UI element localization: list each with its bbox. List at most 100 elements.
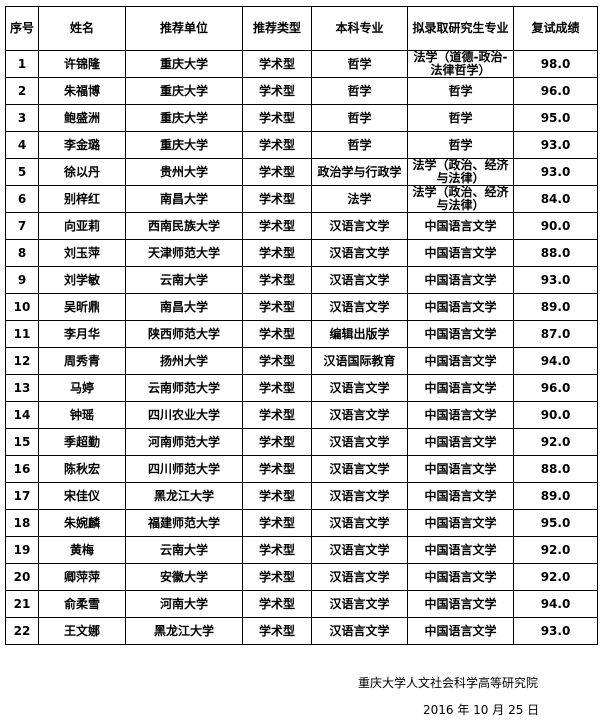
cell-type: 学术型 — [242, 266, 312, 294]
cell-name: 黄梅 — [38, 536, 126, 564]
cell-grad-major: 法学（政治、经济与法律） — [407, 185, 514, 213]
table-row: 21 俞柔雪 河南大学 学术型 汉语言文学 中国语言文学 94.0 — [5, 590, 598, 618]
cell-type: 学术型 — [242, 374, 312, 402]
footer-org: 重庆大学人文社会科学高等研究院 — [358, 676, 539, 690]
table-row: 11 李月华 陕西师范大学 学术型 编辑出版学 中国语言文学 87.0 — [5, 320, 598, 348]
cell-undergrad-major: 汉语言文学 — [311, 509, 408, 537]
cell-undergrad-major: 汉语国际教育 — [311, 347, 408, 375]
cell-undergrad-major: 汉语言文学 — [311, 212, 408, 240]
cell-score: 90.0 — [513, 401, 598, 429]
cell-score: 95.0 — [513, 104, 598, 132]
cell-index: 11 — [5, 320, 39, 348]
table-row: 15 季超勤 河南师范大学 学术型 汉语言文学 中国语言文学 92.0 — [5, 428, 598, 456]
cell-type: 学术型 — [242, 239, 312, 267]
header-score: 复试成绩 — [513, 6, 598, 51]
cell-undergrad-major: 汉语言文学 — [311, 293, 408, 321]
table-row: 13 马婷 云南师范大学 学术型 汉语言文学 中国语言文学 96.0 — [5, 374, 598, 402]
table-row: 5 徐以丹 贵州大学 学术型 政治学与行政学 法学（政治、经济与法律） 93.0 — [5, 158, 598, 186]
cell-score: 95.0 — [513, 509, 598, 537]
cell-name: 王文娜 — [38, 617, 126, 645]
cell-undergrad-major: 哲学 — [311, 50, 408, 78]
table-row: 18 朱婉麟 福建师范大学 学术型 汉语言文学 中国语言文学 95.0 — [5, 509, 598, 537]
table-row: 1 许锦隆 重庆大学 学术型 哲学 法学（道德-政治-法律哲学） 98.0 — [5, 50, 598, 78]
cell-grad-major: 中国语言文学 — [407, 617, 514, 645]
cell-name: 周秀青 — [38, 347, 126, 375]
cell-score: 94.0 — [513, 347, 598, 375]
cell-type: 学术型 — [242, 158, 312, 186]
cell-unit: 天津师范大学 — [125, 239, 243, 267]
cell-score: 92.0 — [513, 536, 598, 564]
cell-undergrad-major: 法学 — [311, 185, 408, 213]
header-index: 序号 — [5, 6, 39, 51]
cell-name: 刘学敏 — [38, 266, 126, 294]
cell-name: 朱福博 — [38, 77, 126, 105]
cell-unit: 南昌大学 — [125, 293, 243, 321]
cell-unit: 重庆大学 — [125, 131, 243, 159]
cell-score: 88.0 — [513, 455, 598, 483]
cell-undergrad-major: 汉语言文学 — [311, 617, 408, 645]
cell-type: 学术型 — [242, 482, 312, 510]
cell-score: 88.0 — [513, 239, 598, 267]
table-row: 17 宋佳仪 黑龙江大学 学术型 汉语言文学 中国语言文学 89.0 — [5, 482, 598, 510]
cell-unit: 云南大学 — [125, 266, 243, 294]
cell-name: 徐以丹 — [38, 158, 126, 186]
cell-type: 学术型 — [242, 536, 312, 564]
cell-undergrad-major: 编辑出版学 — [311, 320, 408, 348]
cell-undergrad-major: 汉语言文学 — [311, 401, 408, 429]
cell-index: 9 — [5, 266, 39, 294]
cell-type: 学术型 — [242, 590, 312, 618]
cell-grad-major: 法学（政治、经济与法律） — [407, 158, 514, 186]
header-grad-major: 拟录取研究生专业 — [407, 6, 514, 51]
cell-name: 李金璐 — [38, 131, 126, 159]
cell-grad-major: 中国语言文学 — [407, 293, 514, 321]
cell-undergrad-major: 汉语言文学 — [311, 482, 408, 510]
cell-unit: 陕西师范大学 — [125, 320, 243, 348]
cell-undergrad-major: 汉语言文学 — [311, 374, 408, 402]
cell-name: 向亚莉 — [38, 212, 126, 240]
cell-index: 2 — [5, 77, 39, 105]
cell-type: 学术型 — [242, 617, 312, 645]
cell-name: 朱婉麟 — [38, 509, 126, 537]
cell-grad-major: 哲学 — [407, 104, 514, 132]
footer-date: 2016 年 10 月 25 日 — [423, 703, 540, 717]
cell-grad-major: 哲学 — [407, 131, 514, 159]
cell-index: 3 — [5, 104, 39, 132]
cell-name: 别梓红 — [38, 185, 126, 213]
cell-score: 93.0 — [513, 617, 598, 645]
table-row: 10 吴昕鼎 南昌大学 学术型 汉语言文学 中国语言文学 89.0 — [5, 293, 598, 321]
cell-index: 12 — [5, 347, 39, 375]
cell-undergrad-major: 汉语言文学 — [311, 536, 408, 564]
cell-index: 4 — [5, 131, 39, 159]
cell-undergrad-major: 哲学 — [311, 104, 408, 132]
cell-name: 马婷 — [38, 374, 126, 402]
cell-grad-major: 中国语言文学 — [407, 401, 514, 429]
table-row: 7 向亚莉 西南民族大学 学术型 汉语言文学 中国语言文学 90.0 — [5, 212, 598, 240]
cell-type: 学术型 — [242, 455, 312, 483]
cell-type: 学术型 — [242, 320, 312, 348]
cell-score: 84.0 — [513, 185, 598, 213]
table-row: 4 李金璐 重庆大学 学术型 哲学 哲学 93.0 — [5, 131, 598, 159]
cell-grad-major: 中国语言文学 — [407, 347, 514, 375]
cell-unit: 河南师范大学 — [125, 428, 243, 456]
table-row: 9 刘学敏 云南大学 学术型 汉语言文学 中国语言文学 93.0 — [5, 266, 598, 294]
admission-table: 序号 姓名 推荐单位 推荐类型 本科专业 拟录取研究生专业 复试成绩 1 许锦隆 重庆大学 学术型… — [5, 6, 598, 645]
cell-unit: 重庆大学 — [125, 77, 243, 105]
cell-score: 94.0 — [513, 590, 598, 618]
cell-index: 17 — [5, 482, 39, 510]
cell-unit: 云南大学 — [125, 536, 243, 564]
table-row: 14 钟瑶 四川农业大学 学术型 汉语言文学 中国语言文学 90.0 — [5, 401, 598, 429]
cell-unit: 重庆大学 — [125, 50, 243, 78]
cell-grad-major: 中国语言文学 — [407, 536, 514, 564]
header-unit: 推荐单位 — [125, 6, 243, 51]
cell-unit: 福建师范大学 — [125, 509, 243, 537]
cell-score: 92.0 — [513, 563, 598, 591]
cell-type: 学术型 — [242, 428, 312, 456]
cell-score: 96.0 — [513, 77, 598, 105]
cell-unit: 黑龙江大学 — [125, 617, 243, 645]
cell-type: 学术型 — [242, 104, 312, 132]
cell-index: 18 — [5, 509, 39, 537]
cell-type: 学术型 — [242, 212, 312, 240]
table-row: 3 鲍盛洲 重庆大学 学术型 哲学 哲学 95.0 — [5, 104, 598, 132]
header-undergrad-major: 本科专业 — [311, 6, 408, 51]
cell-unit: 重庆大学 — [125, 104, 243, 132]
